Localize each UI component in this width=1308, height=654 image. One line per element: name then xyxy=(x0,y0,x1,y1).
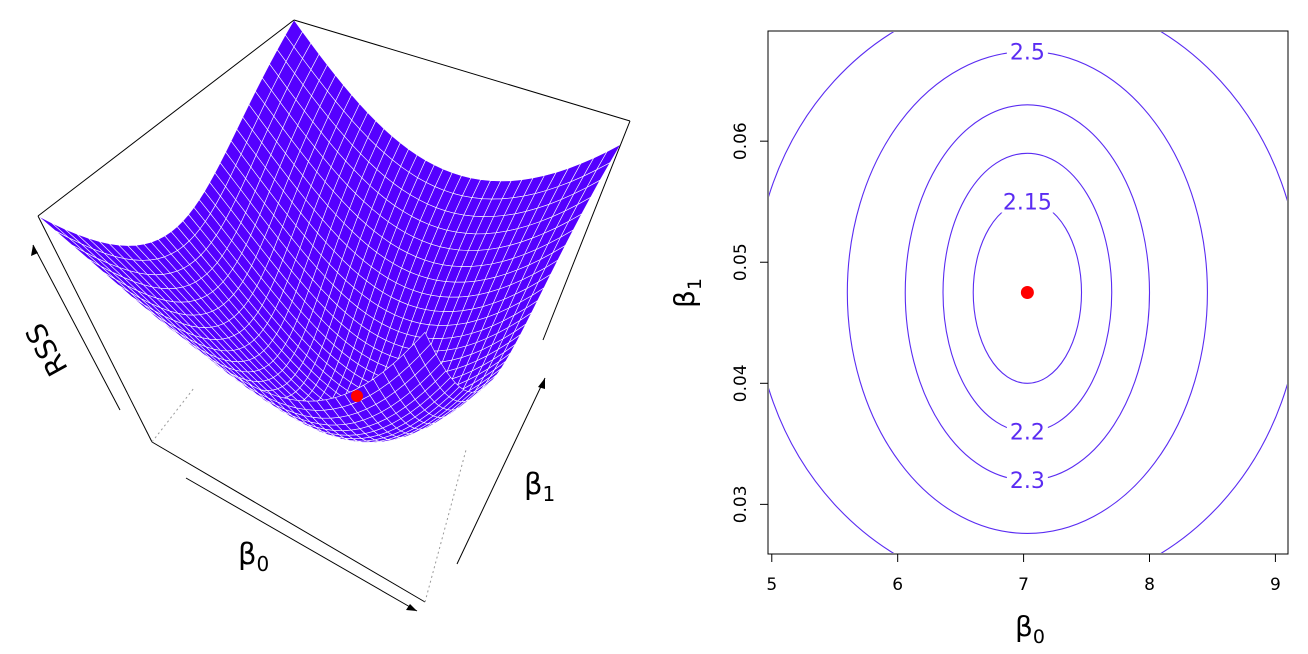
box-edge xyxy=(37,19,295,217)
box-edge xyxy=(151,441,426,603)
contour-label: 2.3 xyxy=(1010,469,1045,494)
contour-level: 2.3 xyxy=(904,104,1151,494)
contour-label-bg xyxy=(1001,188,1054,213)
x-axis-label: β0 xyxy=(1015,610,1045,648)
plot-frame xyxy=(767,30,1289,555)
hidden-box-edge xyxy=(151,387,195,443)
x-tick-label: 9 xyxy=(1270,575,1281,595)
minimum-point xyxy=(1020,286,1034,299)
contour-label-bg xyxy=(1006,38,1048,63)
contour-label: 2.5 xyxy=(1010,41,1045,66)
rss-axis-arrow xyxy=(31,244,121,411)
beta1-axis-label: β1 xyxy=(524,467,555,506)
rss-axis-label: RSS xyxy=(19,318,75,382)
box-edge xyxy=(37,215,153,443)
y-tick-label: 0.03 xyxy=(731,485,751,523)
rss-surface-plot: RSS β0 β1 xyxy=(19,19,631,612)
contour-level: 2.5 xyxy=(846,38,1208,534)
surface-facet xyxy=(413,331,431,356)
contour-lines: 2.15 2.2 2.3 2.5 xyxy=(769,32,1287,553)
x-tick-label: 8 xyxy=(1144,575,1155,595)
contour-level: 2.2 xyxy=(942,152,1113,446)
beta0-axis-arrow xyxy=(185,477,418,612)
y-axis: 0.03 0.04 0.05 0.06 xyxy=(731,122,768,523)
box-edge xyxy=(293,19,631,122)
beta1-axis-arrow xyxy=(456,377,546,565)
x-axis: 5 6 7 8 9 xyxy=(766,554,1281,595)
y-tick-label: 0.05 xyxy=(731,243,751,281)
box-edge xyxy=(542,120,631,341)
contour-label-bg xyxy=(1006,467,1048,492)
rss-minimum-point xyxy=(351,390,363,402)
y-axis-label: β1 xyxy=(668,278,706,308)
y-tick-label: 0.04 xyxy=(731,364,751,402)
x-tick-label: 6 xyxy=(892,575,903,595)
contour-label: 2.2 xyxy=(1010,421,1045,446)
beta0-axis-label: β0 xyxy=(238,537,269,576)
y-tick-label: 0.06 xyxy=(731,122,751,160)
rss-surface xyxy=(37,19,622,443)
contour-level: 2.15 xyxy=(972,188,1083,384)
hidden-box-edge xyxy=(424,449,467,603)
surface-facet xyxy=(37,215,69,239)
x-tick-label: 5 xyxy=(766,575,777,595)
plot-box-edges xyxy=(37,19,631,603)
x-tick-label: 7 xyxy=(1018,575,1029,595)
contour-label: 2.15 xyxy=(1003,191,1052,216)
contour-label-bg xyxy=(1006,418,1048,443)
